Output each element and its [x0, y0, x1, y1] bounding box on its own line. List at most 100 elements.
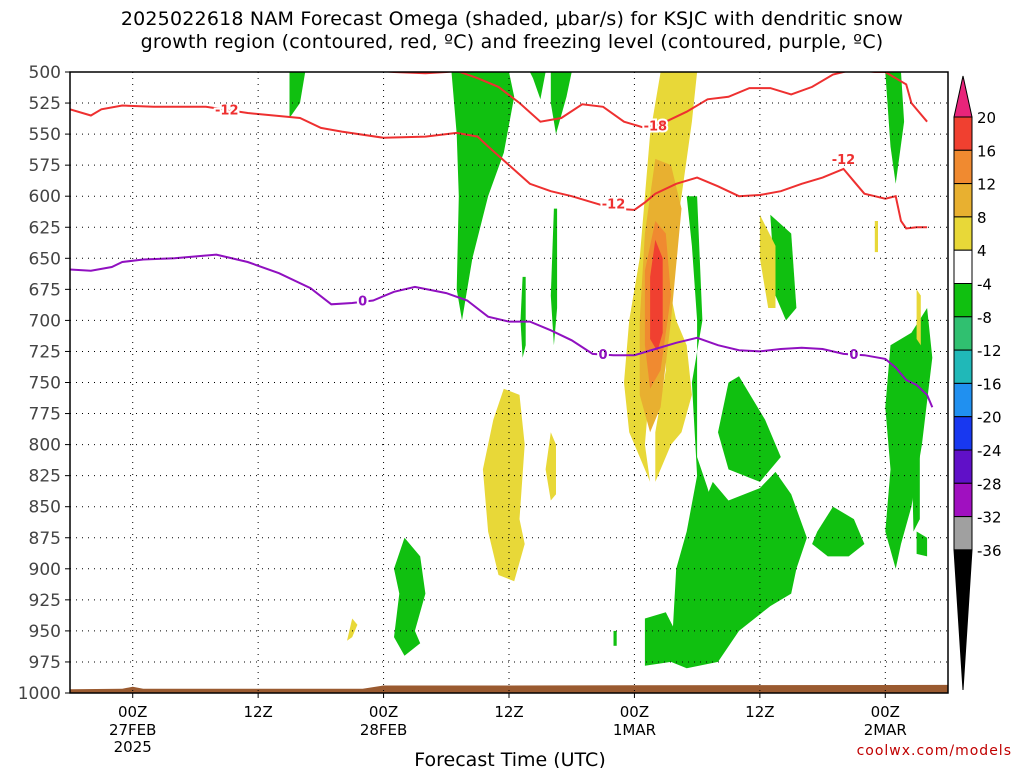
- omega-region-23: [874, 221, 878, 253]
- omega-region-20: [545, 432, 556, 501]
- y-tick-label-675: 675: [29, 280, 61, 300]
- y-tick-label-850: 850: [29, 498, 61, 518]
- colorbar-label-9: -20: [977, 409, 1002, 427]
- y-tick-label-600: 600: [29, 187, 61, 207]
- omega-region-16: [613, 630, 617, 646]
- contour-label-2-2: 0: [849, 348, 858, 363]
- y-tick-label-1000: 1000: [18, 684, 61, 704]
- omega-region-19: [482, 388, 525, 582]
- x-tick-date-54: 1MAR: [613, 721, 656, 739]
- y-tick-label-950: 950: [29, 622, 61, 642]
- colorbar-label-11: -28: [977, 475, 1002, 493]
- x-tick-year-6: 2025: [114, 738, 152, 756]
- colorbar-label-2: 12: [977, 176, 996, 194]
- y-tick-label-625: 625: [29, 218, 61, 238]
- omega-region-18: [655, 196, 692, 482]
- grid-lines: [70, 72, 948, 693]
- colorbar-label-6: -8: [977, 309, 992, 327]
- x-tick-date-30: 28FEB: [360, 721, 407, 739]
- colorbar-label-13: -36: [977, 542, 1002, 560]
- colorbar-label-8: -16: [977, 375, 1002, 393]
- omega-region-8: [718, 376, 781, 482]
- contour-label-1-0: -18: [644, 119, 668, 134]
- y-tick-label-775: 775: [29, 405, 61, 425]
- x-axis-label: Forecast Time (UTC): [414, 749, 605, 768]
- colorbar-seg-10: [953, 416, 973, 451]
- omega-region-6: [671, 196, 807, 669]
- omega-region-5: [520, 276, 526, 358]
- omega-region-0: [289, 72, 306, 118]
- colorbar-bottom-arrow: [953, 549, 973, 691]
- omega-region-24: [916, 289, 921, 346]
- contour-line-1: [381, 72, 928, 129]
- credit-text: coolwx.com/models: [856, 743, 1012, 759]
- terrain-band: [70, 684, 948, 693]
- x-tick-label-18: 12Z: [243, 703, 272, 721]
- omega-region-9: [644, 612, 682, 666]
- colorbar-seg-1: [953, 116, 973, 151]
- y-tick-label-500: 500: [29, 63, 61, 83]
- contour-line-0: [70, 104, 928, 230]
- omega-region-7: [812, 506, 865, 557]
- colorbar-label-5: -4: [977, 276, 992, 294]
- colorbar-seg-9: [953, 382, 973, 418]
- axes: 500 525 550 575 600 625 650 675 700 725 750 775 800 8…: [18, 63, 949, 756]
- y-tick-label-900: 900: [29, 560, 61, 580]
- colorbar-seg-2: [953, 149, 973, 185]
- colorbar-seg-3: [953, 183, 973, 218]
- colorbar-label-3: 8: [977, 209, 987, 227]
- contour-label-2-1: 0: [599, 348, 608, 363]
- colorbar-label-10: -24: [977, 442, 1002, 460]
- y-tick-label-975: 975: [29, 653, 61, 673]
- contour-line-2: [70, 253, 934, 408]
- contour-label-0-2: -12: [832, 153, 856, 168]
- colorbar-seg-13: [953, 516, 973, 551]
- x-tick-label-42: 12Z: [494, 703, 523, 721]
- y-tick-label-925: 925: [29, 591, 61, 611]
- colorbar-label-1: 16: [977, 142, 996, 160]
- y-tick-label-725: 725: [29, 342, 61, 362]
- chart-title-line2: growth region (contoured, red, ºC) and f…: [140, 31, 884, 53]
- omega-region-10: [770, 214, 797, 321]
- colorbar-seg-11: [953, 449, 973, 484]
- terrain-fill: [70, 684, 948, 693]
- omega-region-14: [916, 531, 928, 557]
- omega-region-15: [394, 537, 426, 656]
- colorbar-top-arrow: [953, 75, 973, 118]
- y-tick-label-825: 825: [29, 467, 61, 487]
- y-tick-label-525: 525: [29, 94, 61, 114]
- y-tick-label-750: 750: [29, 374, 61, 394]
- y-tick-label-700: 700: [29, 311, 61, 331]
- omega-region-13: [911, 351, 920, 532]
- x-tick-date-78: 2MAR: [864, 721, 907, 739]
- temperature-contours: -12 -12 -12 -18 0 0 0: [70, 72, 934, 408]
- x-tick-date-6: 27FEB: [109, 721, 156, 739]
- omega-region-12: [885, 308, 933, 569]
- colorbar-seg-4: [953, 216, 973, 251]
- x-tick-label-54: 00Z: [620, 703, 649, 721]
- colorbar-seg-8: [953, 349, 973, 384]
- colorbar-label-12: -32: [977, 509, 1002, 527]
- colorbar-seg-6: [953, 283, 973, 318]
- contour-label-0-1: -12: [602, 198, 626, 213]
- x-tick-label-78: 00Z: [871, 703, 900, 721]
- contour-label-0-0: -12: [215, 103, 239, 118]
- contour-label-2-0: 0: [358, 295, 367, 310]
- omega-region-3: [529, 72, 546, 100]
- y-tick-label-875: 875: [29, 529, 61, 549]
- chart-title-line1: 2025022618 NAM Forecast Omega (shaded, μ…: [120, 8, 904, 30]
- omega-region-22: [759, 214, 776, 308]
- y-tick-label-550: 550: [29, 125, 61, 145]
- x-tick-label-6: 00Z: [118, 703, 147, 721]
- omega-region-4: [550, 208, 558, 346]
- y-tick-label-575: 575: [29, 156, 61, 176]
- colorbar-label-7: -12: [977, 342, 1002, 360]
- omega-region-27: [650, 239, 663, 352]
- omega-region-11: [885, 72, 905, 184]
- colorbar-label-4: 4: [977, 242, 987, 260]
- x-tick-label-66: 12Z: [745, 703, 774, 721]
- y-tick-label-650: 650: [29, 249, 61, 269]
- colorbar-seg-12: [953, 482, 973, 518]
- omega-region-21: [347, 618, 358, 641]
